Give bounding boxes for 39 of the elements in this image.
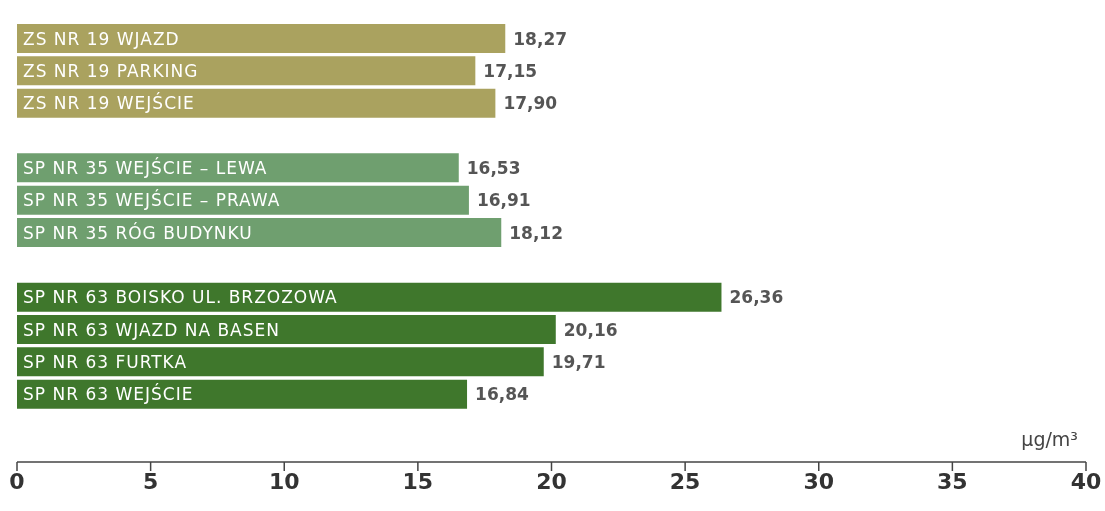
y-tick-label: SP NR 35 WEJŚCIE – LEWA (23, 156, 268, 178)
bar (17, 56, 476, 86)
bar (17, 24, 506, 53)
data-label: 18,27 (513, 28, 568, 49)
y-tick-label: SP NR 63 WJAZD NA BASEN (23, 319, 280, 340)
bar (17, 88, 496, 118)
bar (17, 347, 544, 377)
y-tick-label: ZS NR 19 WEJŚCIE (23, 92, 195, 114)
bar (17, 315, 556, 344)
y-tick-label: SP NR 63 BOISKO UL. BRZOZOWA (23, 287, 338, 308)
x-tick-label: 20 (536, 468, 567, 494)
y-tick-label: SP NR 63 WEJŚCIE (23, 383, 194, 405)
x-tick-label: 30 (803, 468, 835, 494)
y-tick-label: SP NR 63 FURTKA (23, 351, 188, 372)
data-label: 16,91 (476, 190, 531, 211)
x-tick-label: 15 (402, 468, 434, 494)
x-axis-title: µg/m³ (1021, 428, 1078, 450)
x-tick-label: 10 (268, 468, 300, 494)
bar (17, 153, 459, 183)
y-tick-label: SP NR 35 RÓG BUDYNKU (23, 221, 253, 243)
x-tick-label: 40 (1070, 468, 1102, 494)
data-label: 16,84 (475, 384, 529, 405)
y-tick-label: ZS NR 19 PARKING (23, 60, 199, 81)
data-label: 16,53 (466, 157, 521, 178)
bar (17, 218, 502, 247)
y-tick-label: SP NR 35 WEJŚCIE – PRAWA (23, 189, 281, 211)
data-label: 20,16 (563, 319, 618, 340)
bar (17, 379, 468, 409)
data-label: 17,15 (483, 60, 538, 81)
x-tick-label: 25 (669, 468, 701, 494)
data-label: 26,36 (729, 287, 784, 308)
x-tick-label: 5 (142, 468, 159, 494)
data-label: 19,71 (551, 351, 606, 372)
x-tick-label: 35 (937, 468, 968, 494)
y-tick-label: ZS NR 19 WJAZD (23, 28, 180, 49)
x-tick-label: 0 (9, 468, 25, 494)
bar (17, 282, 722, 312)
data-label: 17,90 (503, 93, 558, 114)
data-label: 18,12 (509, 222, 564, 243)
